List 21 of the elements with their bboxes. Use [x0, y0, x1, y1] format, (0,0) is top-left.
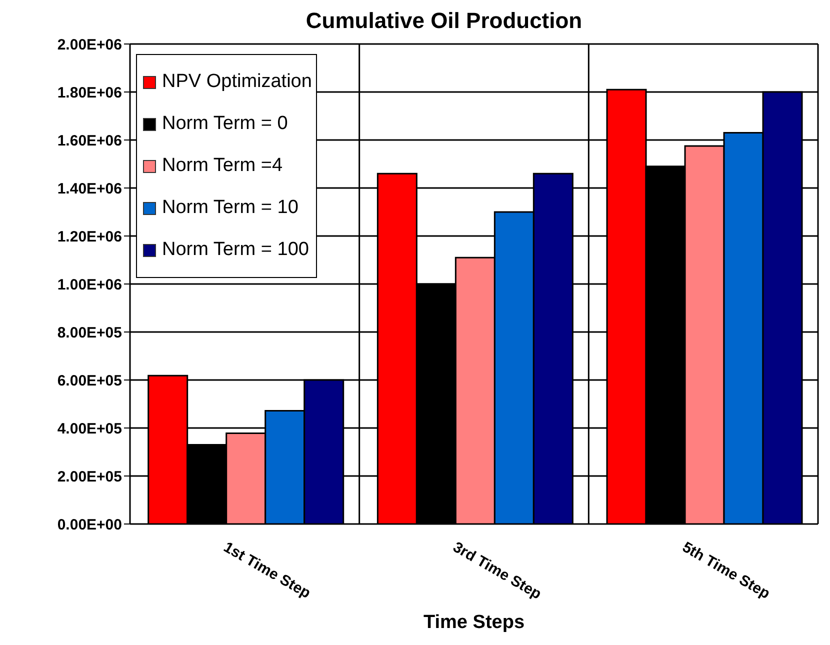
y-tick-label: 8.00E+05 [57, 324, 122, 342]
legend-label: NPV Optimization [162, 71, 312, 93]
legend-label: Norm Term =4 [162, 155, 283, 177]
x-axis-title: Time Steps [423, 612, 525, 633]
y-tick-label: 1.40E+06 [57, 180, 122, 198]
chart-title: Cumulative Oil Production [304, 8, 584, 34]
y-tick-label: 1.00E+06 [57, 276, 122, 294]
y-tick-label: 4.00E+05 [57, 420, 122, 438]
y-tick-label: 2.00E+06 [57, 36, 122, 54]
y-tick-label: 6.00E+05 [57, 372, 122, 390]
y-tick-label: 2.00E+05 [57, 468, 122, 486]
y-tick-label: 1.60E+06 [57, 132, 122, 150]
legend-label: Norm Term = 0 [162, 113, 288, 135]
y-tick-label: 1.20E+06 [57, 228, 122, 246]
legend-label: Norm Term = 10 [162, 197, 298, 219]
x-tick-label: 3rd Time Step [450, 538, 544, 603]
legend-label: Norm Term = 100 [162, 239, 309, 261]
y-tick-label: 1.80E+06 [57, 84, 122, 102]
x-tick-label: 5th Time Step [679, 538, 773, 603]
x-tick-label: 1st Time Step [220, 538, 314, 602]
y-tick-label: 0.00E+00 [57, 516, 122, 534]
